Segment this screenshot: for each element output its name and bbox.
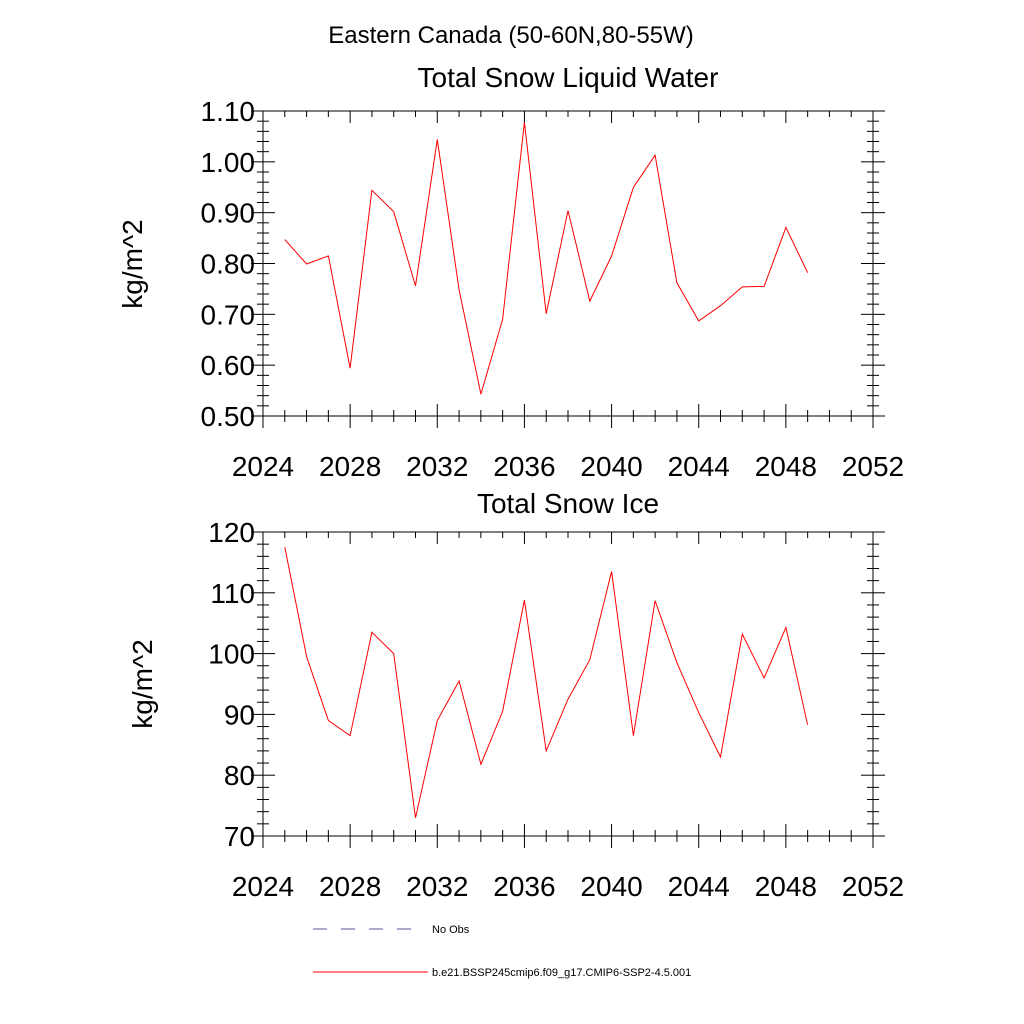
figure-title: Eastern Canada (50-60N,80-55W): [328, 22, 694, 49]
legend: No Obs b.e21.BSSP245cmip6.f09_g17.CMIP6-…: [313, 924, 691, 979]
x-tick-label: 2028: [319, 451, 381, 482]
legend-label-no-obs: No Obs: [432, 924, 470, 936]
y-tick-label: 1.00: [201, 147, 256, 178]
plot-frame: [262, 531, 874, 837]
y-tick-label: 110: [210, 578, 255, 609]
x-tick-label: 2024: [232, 451, 294, 482]
x-tick-label: 2040: [580, 871, 642, 902]
y-tick-label: 0.50: [201, 401, 256, 432]
y-tick-label: 120: [208, 517, 255, 548]
y-axis-label: kg/m^2: [117, 219, 148, 308]
series-line: [284, 122, 809, 395]
chart-title: Total Snow Liquid Water: [418, 62, 719, 93]
y-tick-label: 0.60: [201, 350, 256, 381]
y-tick-label: 90: [224, 699, 255, 730]
x-tick-label: 2028: [319, 871, 381, 902]
y-tick-label: 100: [208, 639, 255, 670]
chart-title: Total Snow Ice: [477, 488, 659, 519]
chart-panel-liquid-water: Total Snow Liquid Water kg/m^2 2024 2028 203…: [117, 62, 904, 482]
y-tick-label: 80: [224, 760, 255, 791]
plot-frame: [262, 110, 874, 417]
x-tick-label: 2044: [668, 871, 730, 902]
series-line: [284, 547, 809, 818]
y-tick-label: 0.70: [201, 299, 256, 330]
x-tick-label: 2032: [406, 451, 468, 482]
x-tick-label: 2044: [668, 451, 730, 482]
x-tick-label: 2036: [493, 451, 555, 482]
chart-panel-snow-ice: Total Snow Ice kg/m^2 2024 2028 2032 2036 2040…: [127, 488, 904, 902]
y-tick-label: 0.80: [201, 249, 256, 280]
x-tick-label: 2052: [842, 871, 904, 902]
x-tick-label: 2052: [842, 451, 904, 482]
x-tick-label: 2040: [580, 451, 642, 482]
y-tick-label: 0.90: [201, 198, 256, 229]
legend-label-ssp245: b.e21.BSSP245cmip6.f09_g17.CMIP6-SSP2-4.…: [432, 967, 691, 979]
x-tick-label: 2032: [406, 871, 468, 902]
y-tick-label: 1.10: [201, 96, 256, 127]
x-tick-label: 2048: [755, 451, 817, 482]
x-tick-label: 2036: [493, 871, 555, 902]
y-axis-label: kg/m^2: [127, 639, 158, 728]
x-tick-label: 2024: [232, 871, 294, 902]
x-tick-label: 2048: [755, 871, 817, 902]
y-tick-label: 70: [224, 821, 255, 852]
